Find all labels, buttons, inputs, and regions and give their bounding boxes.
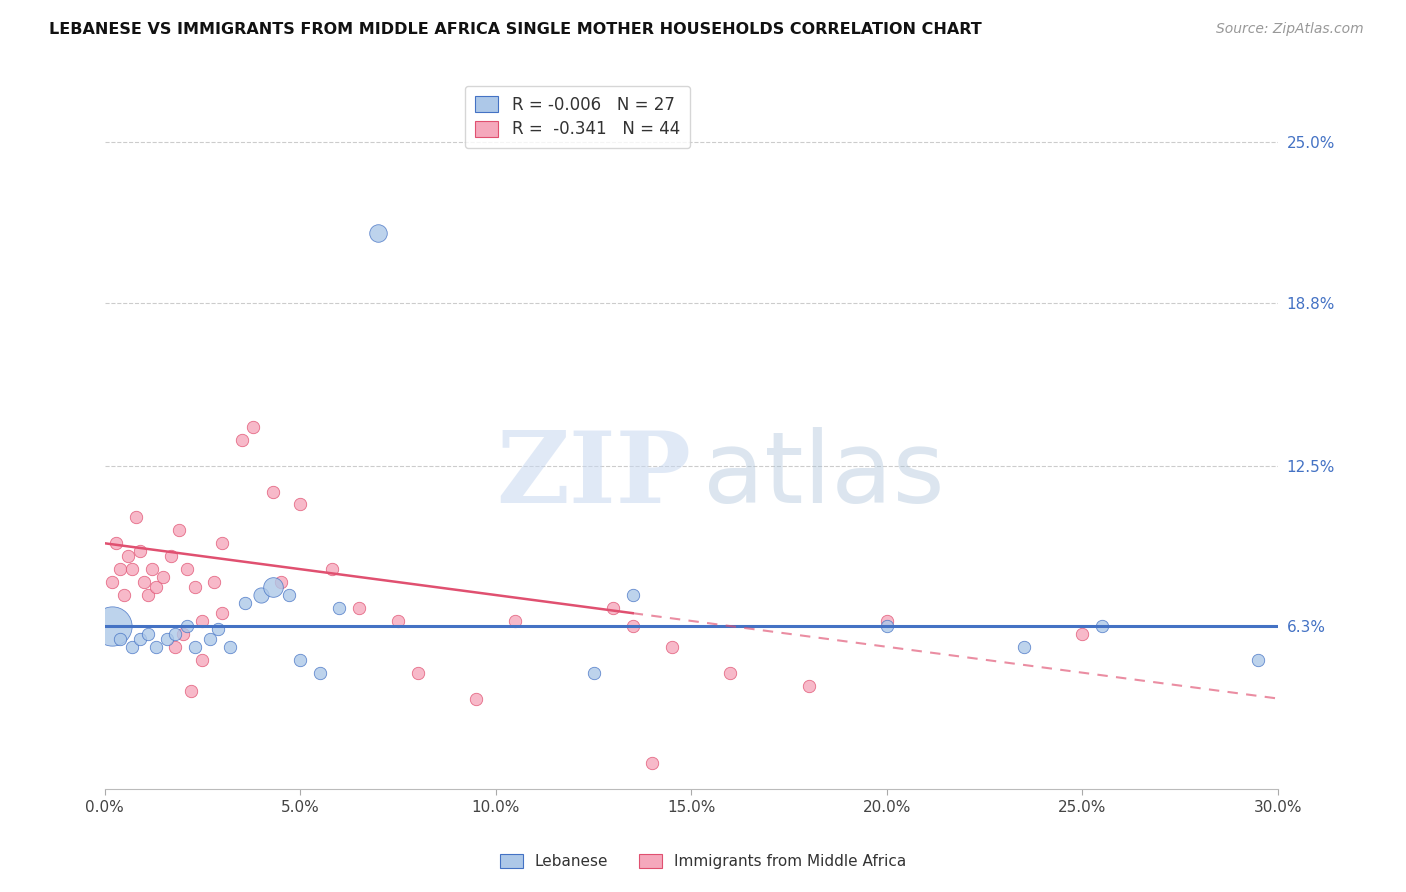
Point [235,596,257,610]
Point [308,665,330,680]
Point [172,627,194,641]
Point [367,226,389,240]
Point [387,614,409,628]
Point [176,619,198,633]
Point [290,498,312,512]
Point [797,679,820,693]
Point [661,640,683,654]
Point [145,640,167,654]
Point [465,691,488,706]
Point [347,601,370,615]
Point [121,640,143,654]
Point [406,665,429,680]
Point [145,580,167,594]
Point [202,575,225,590]
Point [110,632,132,646]
Point [876,619,898,633]
Point [176,562,198,576]
Point [160,549,183,564]
Point [211,536,233,550]
Point [621,619,644,633]
Point [191,653,214,667]
Text: atlas: atlas [703,427,945,524]
Point [128,544,150,558]
Point [231,433,253,447]
Point [156,632,179,646]
Point [136,588,159,602]
Point [117,549,139,564]
Point [200,632,222,646]
Point [101,575,124,590]
Legend: R = -0.006   N = 27, R =  -0.341   N = 44: R = -0.006 N = 27, R = -0.341 N = 44 [465,86,690,148]
Point [262,580,284,594]
Point [183,580,205,594]
Point [125,510,148,524]
Text: LEBANESE VS IMMIGRANTS FROM MIDDLE AFRICA SINGLE MOTHER HOUSEHOLDS CORRELATION C: LEBANESE VS IMMIGRANTS FROM MIDDLE AFRIC… [49,22,981,37]
Point [876,614,898,628]
Point [141,562,163,576]
Text: Source: ZipAtlas.com: Source: ZipAtlas.com [1216,22,1364,37]
Point [101,619,124,633]
Point [152,570,174,584]
Point [277,588,299,602]
Point [621,588,644,602]
Point [136,627,159,641]
Point [121,562,143,576]
Legend: Lebanese, Immigrants from Middle Africa: Lebanese, Immigrants from Middle Africa [494,848,912,875]
Point [112,588,135,602]
Point [167,524,190,538]
Point [250,588,273,602]
Point [191,614,214,628]
Point [720,665,742,680]
Point [165,627,187,641]
Point [218,640,240,654]
Text: ZIP: ZIP [496,427,692,524]
Point [1091,619,1114,633]
Point [207,622,229,636]
Point [183,640,205,654]
Point [321,562,343,576]
Point [641,756,664,771]
Point [132,575,155,590]
Point [262,484,284,499]
Point [290,653,312,667]
Point [105,536,128,550]
Point [270,575,292,590]
Point [242,419,264,434]
Point [128,632,150,646]
Point [180,683,202,698]
Point [110,562,132,576]
Point [1247,653,1270,667]
Point [1071,627,1094,641]
Point [602,601,624,615]
Point [328,601,350,615]
Point [165,640,187,654]
Point [211,606,233,620]
Point [1012,640,1035,654]
Point [505,614,527,628]
Point [582,665,605,680]
